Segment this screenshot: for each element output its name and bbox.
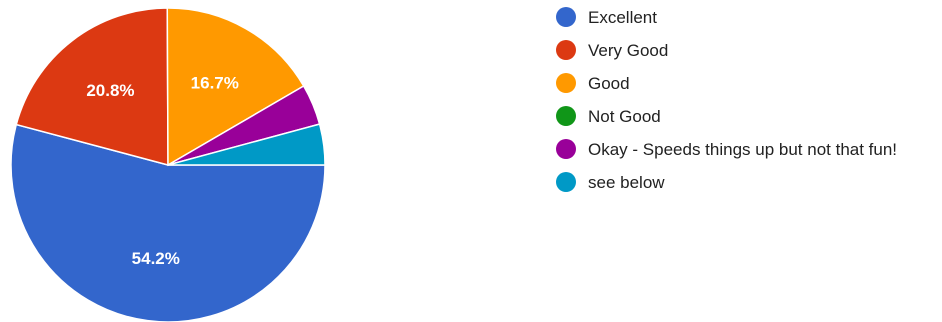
pie-chart: 54.2% 20.8% 16.7% xyxy=(10,7,326,322)
legend-swatch-very-good xyxy=(556,40,576,60)
legend-label: Very Good xyxy=(588,41,669,60)
legend-label: see below xyxy=(588,173,665,192)
pie-slice-excellent[interactable] xyxy=(10,123,326,322)
legend-swatch-good xyxy=(556,73,576,93)
legend-swatch-see-below xyxy=(556,172,576,192)
legend-label: Good xyxy=(588,74,630,93)
slice-value-label-good: 16.7% xyxy=(191,74,239,93)
pie-slice-very-good[interactable] xyxy=(15,7,169,166)
legend-label: Excellent xyxy=(588,8,657,27)
slice-value-label-very-good: 20.8% xyxy=(86,81,134,100)
legend-label: Not Good xyxy=(588,107,661,126)
slice-value-label-excellent: 54.2% xyxy=(132,249,180,268)
legend-swatch-not-good xyxy=(556,106,576,126)
legend-item-very-good[interactable]: Very Good xyxy=(556,39,936,62)
legend-swatch-okay xyxy=(556,139,576,159)
legend-swatch-excellent xyxy=(556,7,576,27)
legend-item-see-below[interactable]: see below xyxy=(556,171,936,194)
legend-item-not-good[interactable]: Not Good xyxy=(556,105,936,128)
legend: Excellent Very Good Good Not Good Okay -… xyxy=(556,6,936,204)
legend-item-okay[interactable]: Okay - Speeds things up but not that fun… xyxy=(556,138,936,161)
legend-item-good[interactable]: Good xyxy=(556,72,936,95)
legend-item-excellent[interactable]: Excellent xyxy=(556,6,936,29)
pie-slice-see-below[interactable] xyxy=(167,123,326,166)
legend-label: Okay - Speeds things up but not that fun… xyxy=(588,140,898,159)
pie-slice-good[interactable] xyxy=(166,7,305,167)
